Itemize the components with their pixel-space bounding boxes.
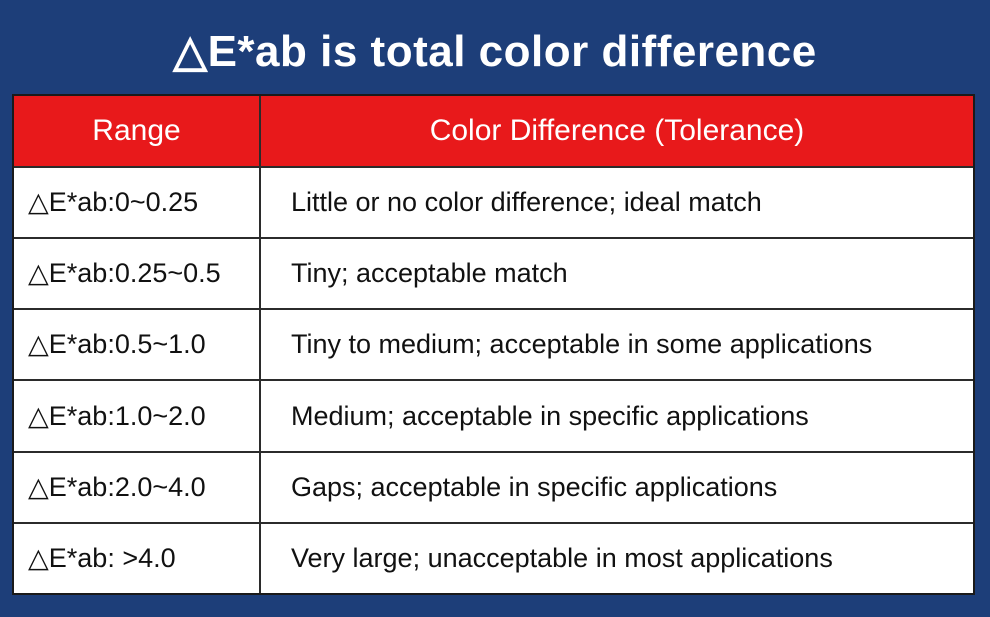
description-cell: Very large; unacceptable in most applica…	[259, 521, 973, 593]
table-row: △E*ab:1.0~2.0 Medium; acceptable in spec…	[14, 379, 973, 453]
header-tolerance: Color Difference (Tolerance)	[259, 96, 973, 168]
description-cell: Gaps; acceptable in specific application…	[259, 450, 973, 524]
range-cell: △E*ab:2.0~4.0	[14, 450, 261, 524]
color-difference-table: Range Color Difference (Tolerance) △E*ab…	[12, 94, 975, 595]
header-range: Range	[14, 96, 261, 168]
table-header-row: Range Color Difference (Tolerance)	[14, 96, 973, 168]
table-row: △E*ab:0.5~1.0 Tiny to medium; acceptable…	[14, 308, 973, 382]
range-cell: △E*ab:0~0.25	[14, 165, 261, 240]
description-cell: Medium; acceptable in specific applicati…	[259, 379, 973, 453]
table-row: △E*ab:0.25~0.5 Tiny; acceptable match	[14, 237, 973, 311]
range-cell: △E*ab: >4.0	[14, 521, 261, 593]
range-cell: △E*ab:0.25~0.5	[14, 237, 261, 311]
description-cell: Tiny; acceptable match	[259, 237, 973, 311]
page-title: △E*ab is total color difference	[173, 27, 817, 76]
table-row: △E*ab:2.0~4.0 Gaps; acceptable in specif…	[14, 450, 973, 524]
description-cell: Tiny to medium; acceptable in some appli…	[259, 308, 973, 382]
tolerance-table: Range Color Difference (Tolerance) △E*ab…	[14, 96, 973, 593]
table-row: △E*ab:0~0.25 Little or no color differen…	[14, 165, 973, 240]
range-cell: △E*ab:0.5~1.0	[14, 308, 261, 382]
description-cell: Little or no color difference; ideal mat…	[259, 165, 973, 240]
range-cell: △E*ab:1.0~2.0	[14, 379, 261, 453]
table-row: △E*ab: >4.0 Very large; unacceptable in …	[14, 521, 973, 593]
